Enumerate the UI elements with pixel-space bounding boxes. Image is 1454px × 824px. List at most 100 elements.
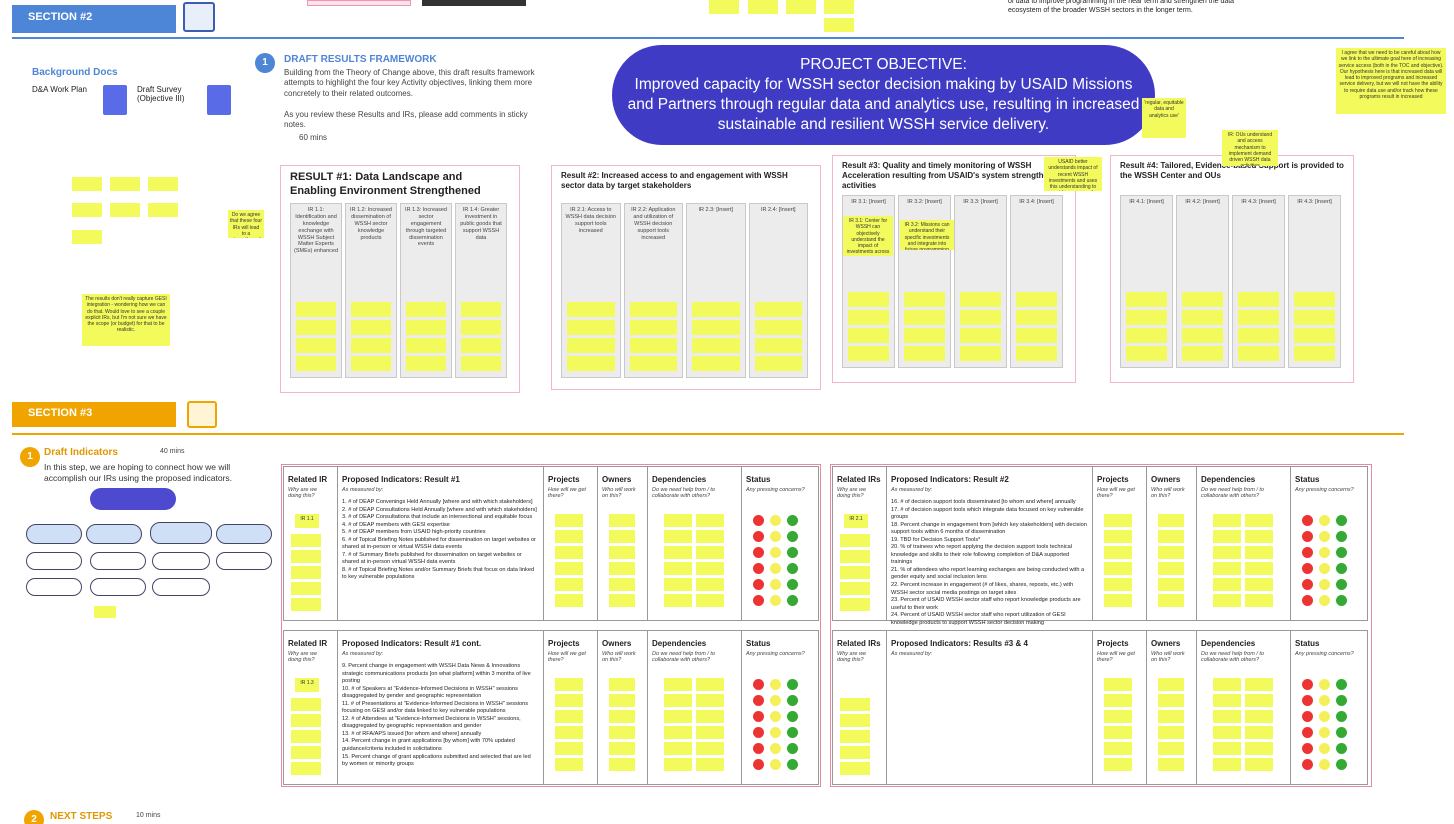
status-dot[interactable]: [787, 695, 798, 706]
sticky: [1238, 328, 1279, 343]
status-dot[interactable]: [787, 711, 798, 722]
status-dot[interactable]: [753, 695, 764, 706]
indicator-item: 24. Percent of USAID WSSH sector staff w…: [891, 612, 1066, 626]
status-dot[interactable]: [787, 595, 798, 606]
status-dot[interactable]: [1319, 595, 1330, 606]
status-dot[interactable]: [753, 579, 764, 590]
status-dot[interactable]: [787, 531, 798, 542]
status-dot[interactable]: [787, 727, 798, 738]
ir-title: IR 4.1: [Insert]: [1129, 199, 1164, 205]
status-dot[interactable]: [753, 759, 764, 770]
cell-header: Projects: [1097, 475, 1129, 484]
indicator-item: 11. # of Presentations at "Evidence-Info…: [342, 700, 529, 715]
status-dot[interactable]: [1319, 743, 1330, 754]
cell-prompt: As measured by:: [891, 651, 933, 657]
sticky: [1104, 562, 1132, 575]
status-dot[interactable]: [1336, 743, 1347, 754]
column-rule: [1092, 630, 1093, 785]
status-dot[interactable]: [1319, 727, 1330, 738]
status-dot[interactable]: [1302, 727, 1313, 738]
sticky: [904, 292, 945, 307]
status-dot[interactable]: [787, 515, 798, 526]
status-dot[interactable]: [753, 679, 764, 690]
status-dot[interactable]: [787, 563, 798, 574]
status-dot[interactable]: [787, 743, 798, 754]
related-sticky: IR 2.1: [844, 514, 868, 528]
status-dot[interactable]: [770, 595, 781, 606]
status-dot[interactable]: [1302, 595, 1313, 606]
status-dot[interactable]: [770, 547, 781, 558]
column-rule: [1092, 466, 1093, 621]
status-dot[interactable]: [1319, 759, 1330, 770]
step-number: 1: [255, 53, 275, 73]
sticky: [567, 302, 615, 317]
status-dot[interactable]: [1319, 515, 1330, 526]
status-dot[interactable]: [1336, 679, 1347, 690]
status-dot[interactable]: [1319, 695, 1330, 706]
status-dot[interactable]: [770, 695, 781, 706]
status-dot[interactable]: [1302, 679, 1313, 690]
status-dot[interactable]: [1319, 547, 1330, 558]
status-dot[interactable]: [1302, 579, 1313, 590]
status-dot[interactable]: [787, 547, 798, 558]
status-dot[interactable]: [1319, 563, 1330, 574]
status-dot[interactable]: [770, 579, 781, 590]
status-dot[interactable]: [787, 579, 798, 590]
status-dot[interactable]: [1302, 759, 1313, 770]
status-dot[interactable]: [1319, 679, 1330, 690]
status-dot[interactable]: [1302, 531, 1313, 542]
status-dot[interactable]: [753, 531, 764, 542]
status-dot[interactable]: [753, 563, 764, 574]
status-dot[interactable]: [770, 727, 781, 738]
status-dot[interactable]: [1336, 695, 1347, 706]
sticky: [1158, 694, 1184, 707]
status-dot[interactable]: [1302, 695, 1313, 706]
doc-icon[interactable]: [207, 85, 231, 115]
status-dot[interactable]: [753, 547, 764, 558]
doc-icon[interactable]: [103, 85, 127, 115]
status-dot[interactable]: [1319, 579, 1330, 590]
status-dot[interactable]: [1336, 547, 1347, 558]
status-dot[interactable]: [753, 515, 764, 526]
status-dot[interactable]: [753, 595, 764, 606]
sticky: [296, 338, 336, 353]
status-dot[interactable]: [770, 711, 781, 722]
status-dot[interactable]: [753, 711, 764, 722]
status-dot[interactable]: [1336, 579, 1347, 590]
status-dot[interactable]: [770, 563, 781, 574]
status-dot[interactable]: [770, 531, 781, 542]
status-dot[interactable]: [770, 759, 781, 770]
status-dot[interactable]: [1302, 563, 1313, 574]
status-dot[interactable]: [1319, 711, 1330, 722]
table-cell: Projects How will we get there?: [1097, 475, 1141, 499]
status-dot[interactable]: [1302, 743, 1313, 754]
status-dot[interactable]: [770, 743, 781, 754]
sticky: [840, 598, 870, 611]
status-dot[interactable]: [787, 679, 798, 690]
status-dot[interactable]: [1302, 711, 1313, 722]
sticky: [1126, 310, 1167, 325]
status-dot[interactable]: [1302, 515, 1313, 526]
status-dot[interactable]: [753, 743, 764, 754]
comment-sticky: USAID better understands impact of recen…: [1044, 157, 1102, 191]
status-dot[interactable]: [1336, 727, 1347, 738]
status-dot[interactable]: [1336, 759, 1347, 770]
status-dot[interactable]: [1302, 547, 1313, 558]
sticky: [609, 742, 635, 755]
status-dot[interactable]: [770, 515, 781, 526]
status-dot[interactable]: [1336, 531, 1347, 542]
status-dot[interactable]: [1336, 563, 1347, 574]
sticky: [609, 514, 635, 527]
sticky: [786, 0, 816, 14]
status-dot[interactable]: [1336, 595, 1347, 606]
cell-header: Related IRs: [837, 639, 881, 648]
result-title: RESULT #1: Data Landscape and Enabling E…: [290, 171, 481, 197]
status-dot[interactable]: [1319, 531, 1330, 542]
status-dot[interactable]: [753, 727, 764, 738]
status-dot[interactable]: [770, 679, 781, 690]
cell-prompt: Do we need help from / to collaborate wi…: [652, 651, 715, 663]
thumbnail: [422, 0, 526, 6]
status-dot[interactable]: [1336, 711, 1347, 722]
status-dot[interactable]: [1336, 515, 1347, 526]
status-dot[interactable]: [787, 759, 798, 770]
